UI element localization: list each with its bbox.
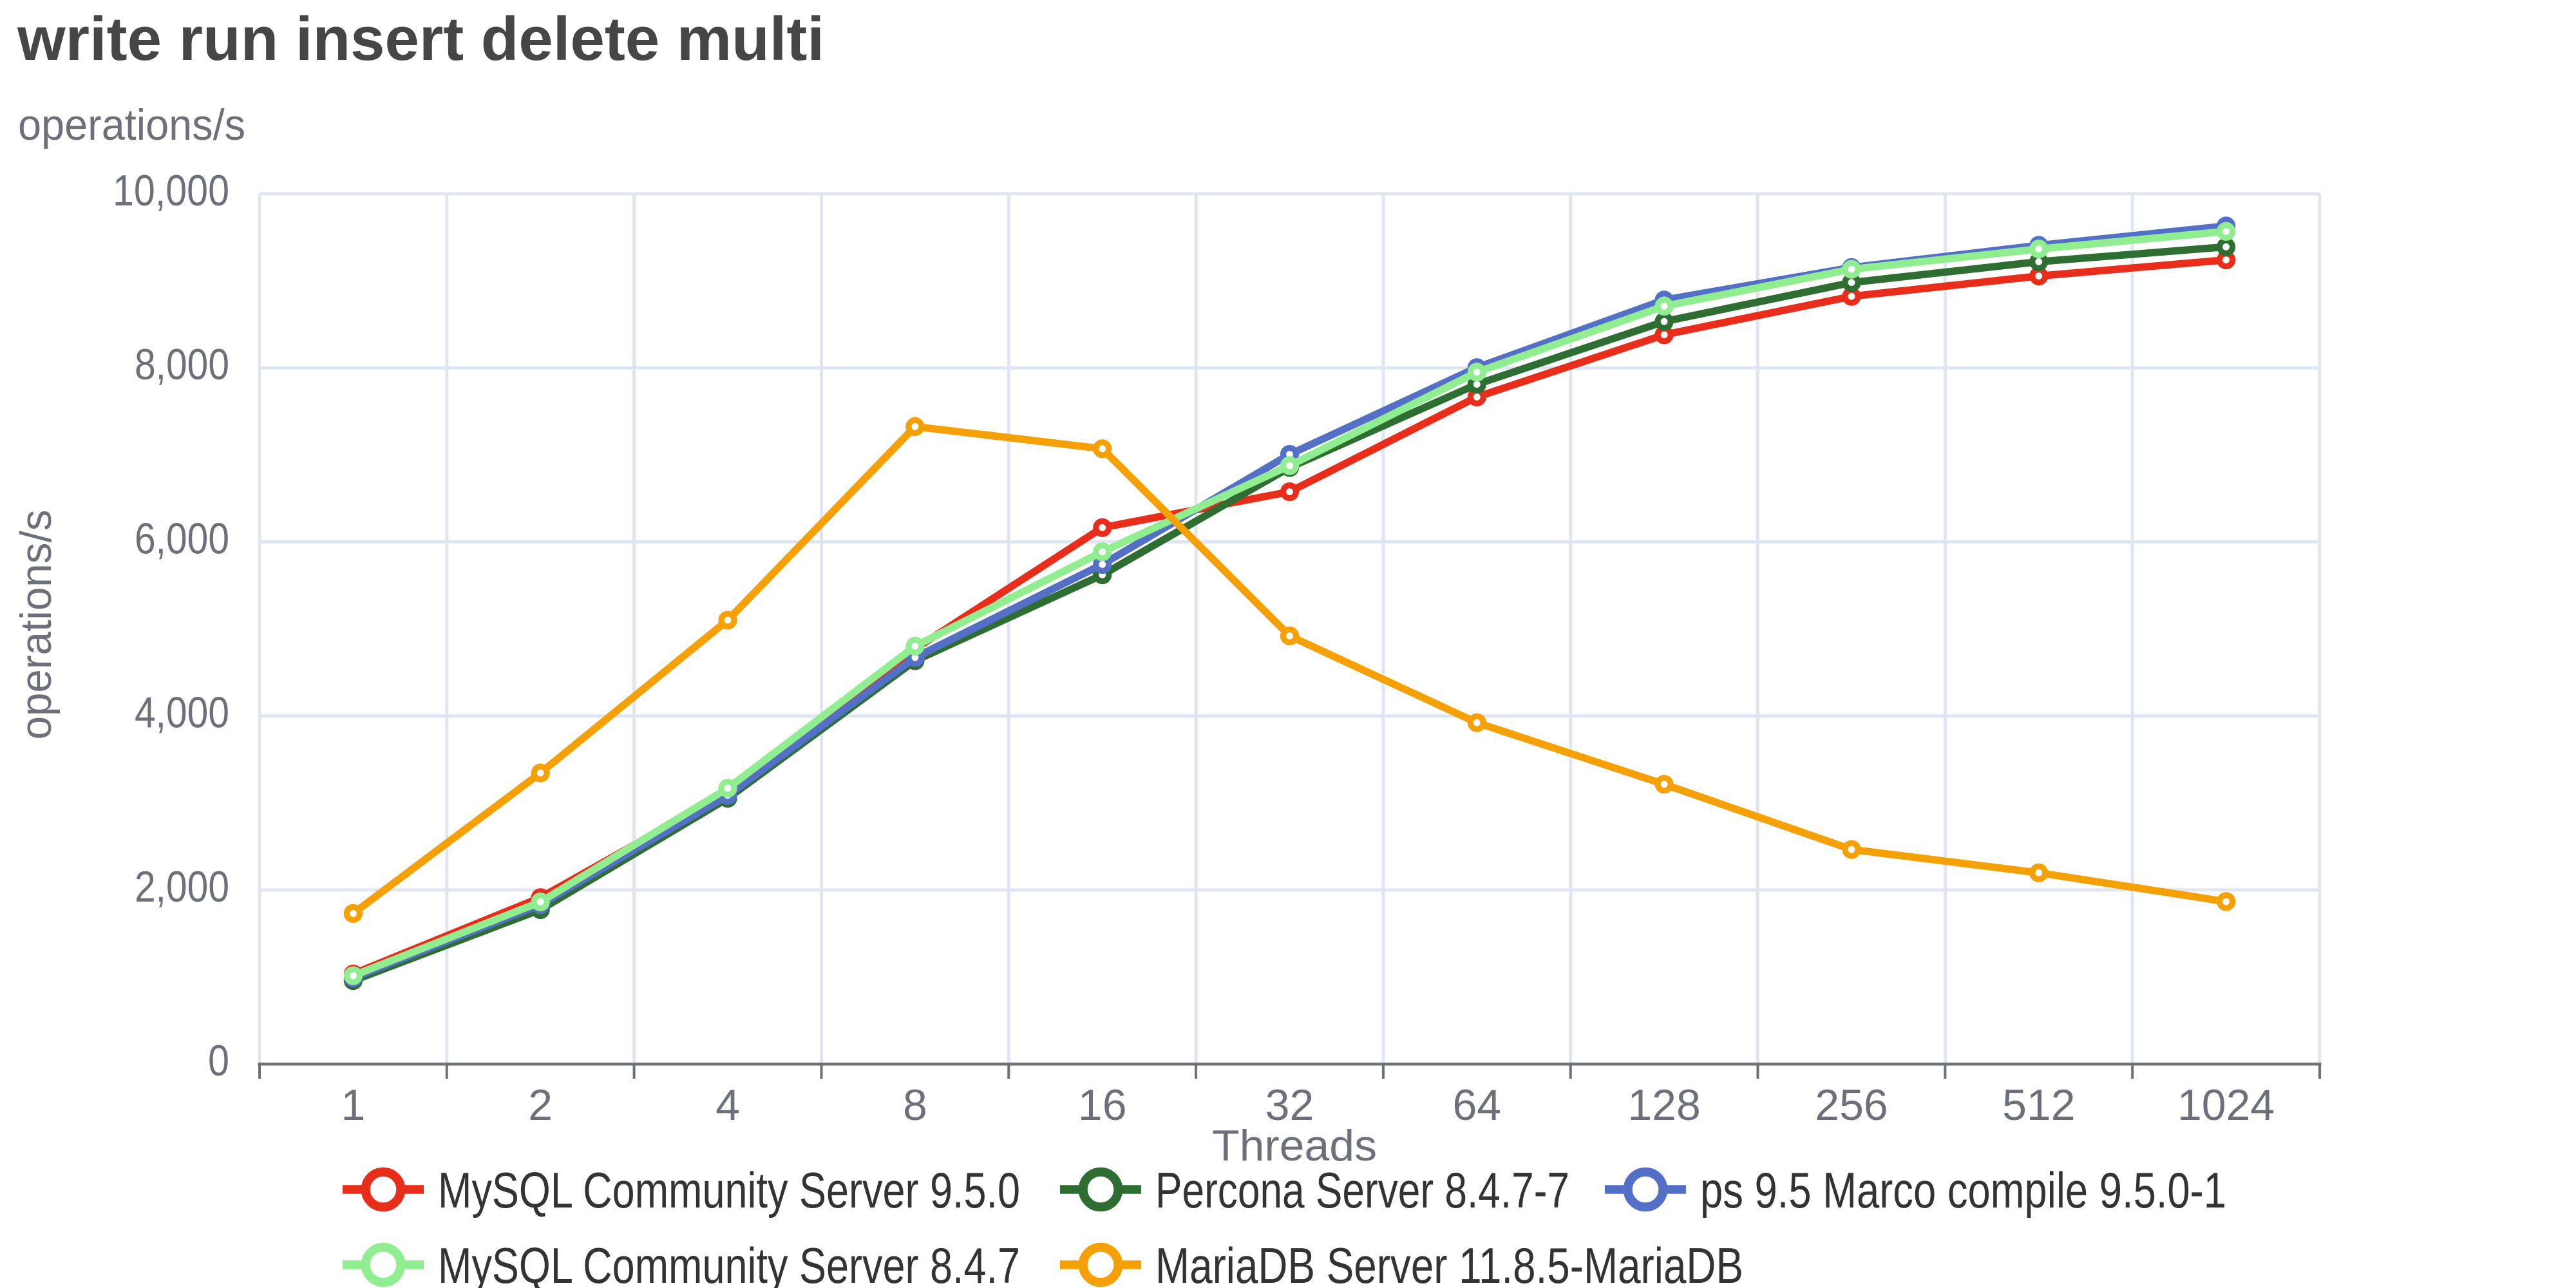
svg-text:Threads: Threads [1212, 1121, 1377, 1170]
svg-text:64: 64 [1452, 1081, 1501, 1130]
svg-text:2,000: 2,000 [135, 862, 229, 911]
svg-text:32: 32 [1265, 1081, 1314, 1130]
svg-text:MySQL Community Server 9.5.0: MySQL Community Server 9.5.0 [438, 1162, 1020, 1218]
svg-text:0: 0 [208, 1036, 229, 1085]
svg-text:MySQL Community Server 8.4.7: MySQL Community Server 8.4.7 [438, 1237, 1020, 1288]
svg-text:ps 9.5 Marco compile 9.5.0-1: ps 9.5 Marco compile 9.5.0-1 [1700, 1162, 2226, 1218]
svg-text:256: 256 [1815, 1081, 1888, 1130]
svg-text:10,000: 10,000 [113, 166, 229, 215]
svg-text:6,000: 6,000 [135, 514, 229, 563]
svg-text:4: 4 [715, 1081, 740, 1130]
svg-text:Percona Server 8.4.7-7: Percona Server 8.4.7-7 [1155, 1162, 1569, 1218]
svg-text:8: 8 [903, 1081, 927, 1130]
svg-text:16: 16 [1078, 1081, 1127, 1130]
svg-text:8,000: 8,000 [135, 340, 229, 389]
svg-text:1024: 1024 [2177, 1081, 2275, 1130]
svg-text:write run insert delete multi: write run insert delete multi [17, 5, 824, 73]
svg-text:4,000: 4,000 [135, 688, 229, 737]
svg-text:operations/s: operations/s [18, 100, 245, 149]
svg-text:operations/s: operations/s [12, 510, 61, 740]
svg-text:512: 512 [2002, 1081, 2075, 1130]
svg-text:MariaDB Server 11.8.5-MariaDB: MariaDB Server 11.8.5-MariaDB [1155, 1237, 1743, 1288]
svg-text:128: 128 [1627, 1081, 1700, 1130]
svg-text:2: 2 [528, 1081, 553, 1130]
svg-text:1: 1 [341, 1081, 365, 1130]
